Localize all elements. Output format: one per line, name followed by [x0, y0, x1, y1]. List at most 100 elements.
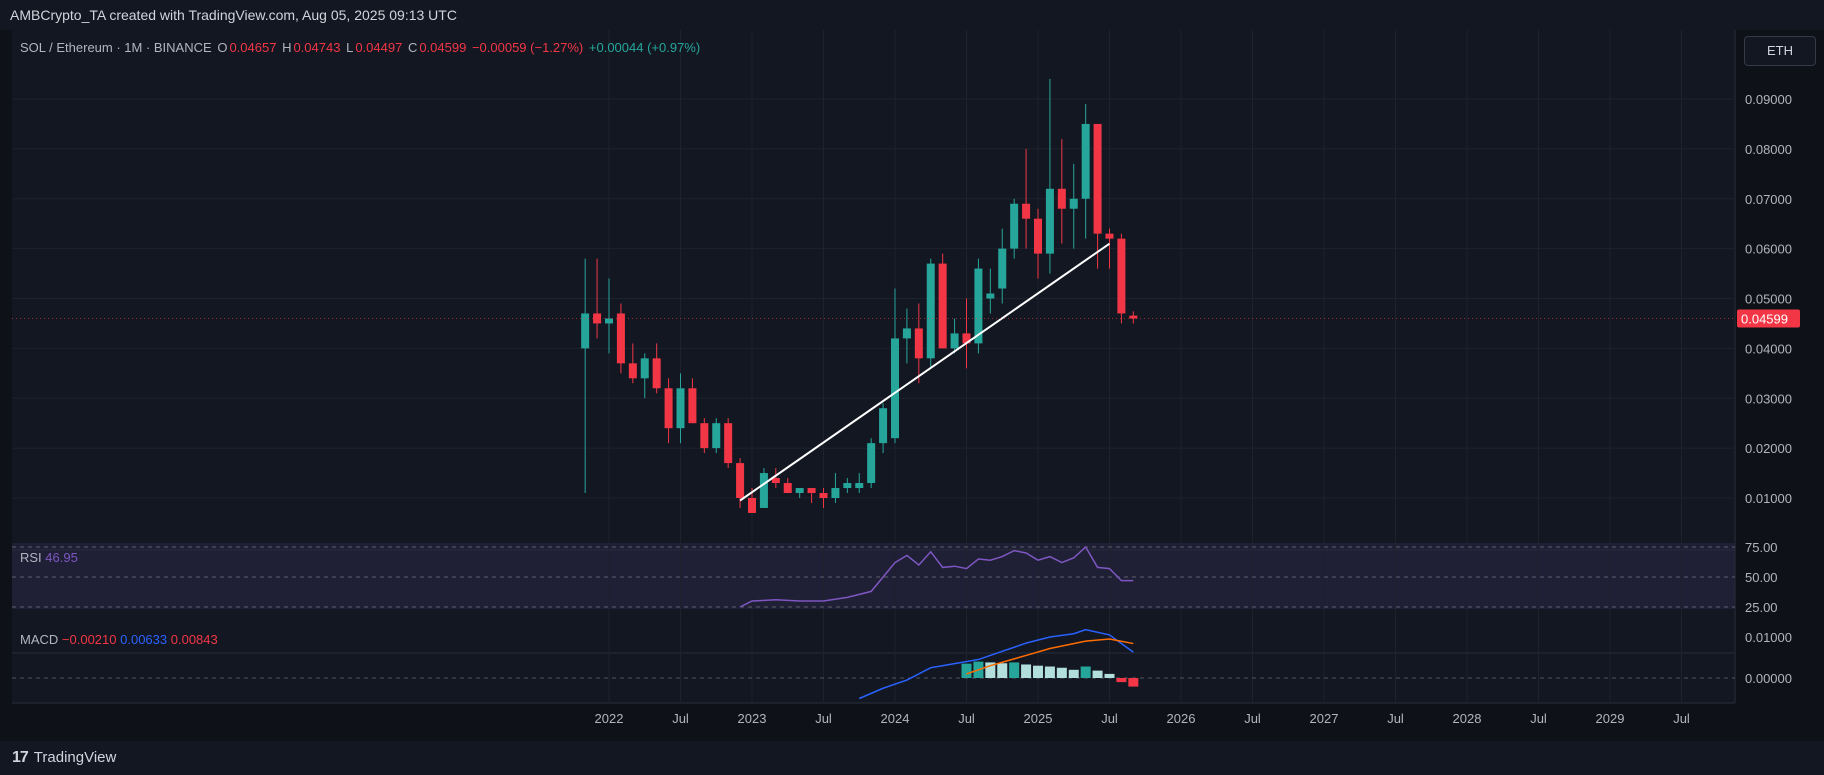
- rsi-line: [739, 545, 1134, 608]
- trendline: [739, 242, 1111, 502]
- candle-body: [700, 423, 709, 449]
- time-tick-label: Jul: [1101, 711, 1118, 726]
- candle-body: [688, 388, 697, 424]
- close-value: 0.04599: [419, 40, 467, 55]
- time-tick-label: Jul: [1387, 711, 1404, 726]
- price-tick-label: 0.02000: [1745, 441, 1792, 456]
- candle-body: [652, 358, 661, 389]
- candle-body: [938, 263, 947, 349]
- footer-brand[interactable]: TradingView: [33, 749, 117, 766]
- candle-body: [843, 483, 852, 489]
- macd-histogram-bar: [1021, 664, 1032, 678]
- time-tick-label: Jul: [1673, 711, 1690, 726]
- candle-body: [986, 293, 995, 299]
- candle-body: [1117, 238, 1126, 314]
- candle-body: [640, 358, 649, 379]
- time-tick-label: 2029: [1596, 711, 1625, 726]
- macd-histogram-bar: [1056, 667, 1067, 678]
- macd-histogram-bar: [1080, 666, 1091, 678]
- rsi-value: 46.95: [45, 550, 78, 565]
- price-tick-label: 0.09000: [1745, 92, 1792, 107]
- candle-body: [1045, 188, 1054, 254]
- candle-body: [605, 318, 613, 324]
- candle-body: [1057, 188, 1066, 209]
- candle-body: [1034, 218, 1042, 254]
- macd-hist-value: −0.00210: [61, 632, 117, 647]
- candle-body: [926, 263, 935, 359]
- low-label: L: [346, 40, 354, 55]
- price-tick-label: 0.06000: [1745, 242, 1792, 257]
- macd-histogram-bar: [961, 663, 972, 678]
- symbol-label[interactable]: SOL / Ethereum · 1M · BINANCE: [20, 40, 212, 55]
- candle-body: [628, 363, 637, 379]
- candle-body: [962, 333, 971, 344]
- candle-body: [783, 483, 792, 494]
- macd-histogram-bar: [1092, 670, 1103, 678]
- candle-body: [950, 333, 959, 349]
- low-value: 0.04497: [355, 40, 403, 55]
- time-tick-label: Jul: [672, 711, 689, 726]
- high-label: H: [282, 40, 292, 55]
- rsi-label: RSI: [20, 550, 42, 565]
- candle-body: [736, 463, 745, 498]
- macd-histogram-bar: [997, 663, 1008, 678]
- time-tick-label: 2024: [881, 711, 910, 726]
- plot-background: [12, 30, 1735, 703]
- macd-tick-label: 0.01000: [1745, 630, 1792, 645]
- candle-body: [879, 408, 888, 444]
- open-label: O: [217, 40, 228, 55]
- time-tick-label: 2022: [595, 711, 624, 726]
- macd-signal-value: 0.00843: [170, 632, 218, 647]
- candle-body: [891, 338, 899, 439]
- candle-body: [759, 473, 768, 508]
- macd-histogram-bar: [985, 662, 996, 678]
- macd-legend[interactable]: MACD −0.00210 0.00633 0.00843: [20, 632, 218, 647]
- price-tick-label: 0.08000: [1745, 142, 1792, 157]
- candle-body: [581, 313, 590, 349]
- candle-body: [974, 268, 983, 344]
- candle-body: [616, 313, 625, 364]
- macd-histogram-bar: [1009, 662, 1020, 678]
- price-tick-label: 0.04000: [1745, 341, 1792, 356]
- last-price-badge: [1737, 309, 1800, 328]
- time-tick-label: Jul: [958, 711, 975, 726]
- macd-line-value: 0.00633: [120, 632, 168, 647]
- close-label: C: [407, 40, 418, 55]
- macd-histogram-bar: [1116, 678, 1127, 683]
- candle-body: [998, 248, 1007, 289]
- header-text: AMBCrypto_TA created with TradingView.co…: [10, 7, 457, 23]
- open-value: 0.04657: [229, 40, 277, 55]
- last-price-label: 0.04599: [1741, 311, 1788, 326]
- time-tick-label: 2023: [738, 711, 767, 726]
- macd-tick-label: 0.00000: [1745, 671, 1792, 686]
- price-chart[interactable]: 2022 Jul 2023 Jul 2024 Jul 2025 Jul 2026 Jul 2027 J…: [0, 30, 1824, 741]
- candle-body: [724, 423, 733, 464]
- candle-body: [1022, 203, 1031, 219]
- macd-histogram-bar: [1033, 665, 1043, 678]
- price-tick-label: 0.05000: [1745, 292, 1792, 307]
- change-value: −0.00059 (−1.27%): [471, 40, 584, 55]
- rsi-tick-label: 75.00: [1745, 540, 1778, 555]
- candle-body: [855, 483, 864, 489]
- price-tick-label: 0.07000: [1745, 192, 1792, 207]
- price-tick-label: 0.01000: [1745, 491, 1792, 506]
- candle-body: [676, 388, 685, 429]
- rsi-band: [12, 543, 1735, 609]
- candle-body: [831, 488, 840, 498]
- macd-histogram-bar: [1044, 666, 1055, 678]
- candle-body: [1010, 203, 1019, 249]
- candle-body: [795, 488, 804, 494]
- macd-line: [858, 628, 1134, 700]
- candle-body: [1093, 123, 1102, 234]
- currency-button[interactable]: ETH: [1744, 36, 1816, 66]
- change-value-2: +0.00044 (+0.97%): [588, 40, 701, 55]
- candle-body: [771, 478, 780, 484]
- time-tick-label: 2026: [1167, 711, 1196, 726]
- candle-body: [748, 498, 756, 513]
- time-tick-label: Jul: [1244, 711, 1261, 726]
- candle-body: [1081, 123, 1090, 199]
- tradingview-logo-icon: 17: [12, 749, 29, 766]
- candle-body: [807, 488, 816, 494]
- candle-body: [1105, 233, 1114, 239]
- rsi-legend[interactable]: RSI 46.95: [20, 550, 78, 565]
